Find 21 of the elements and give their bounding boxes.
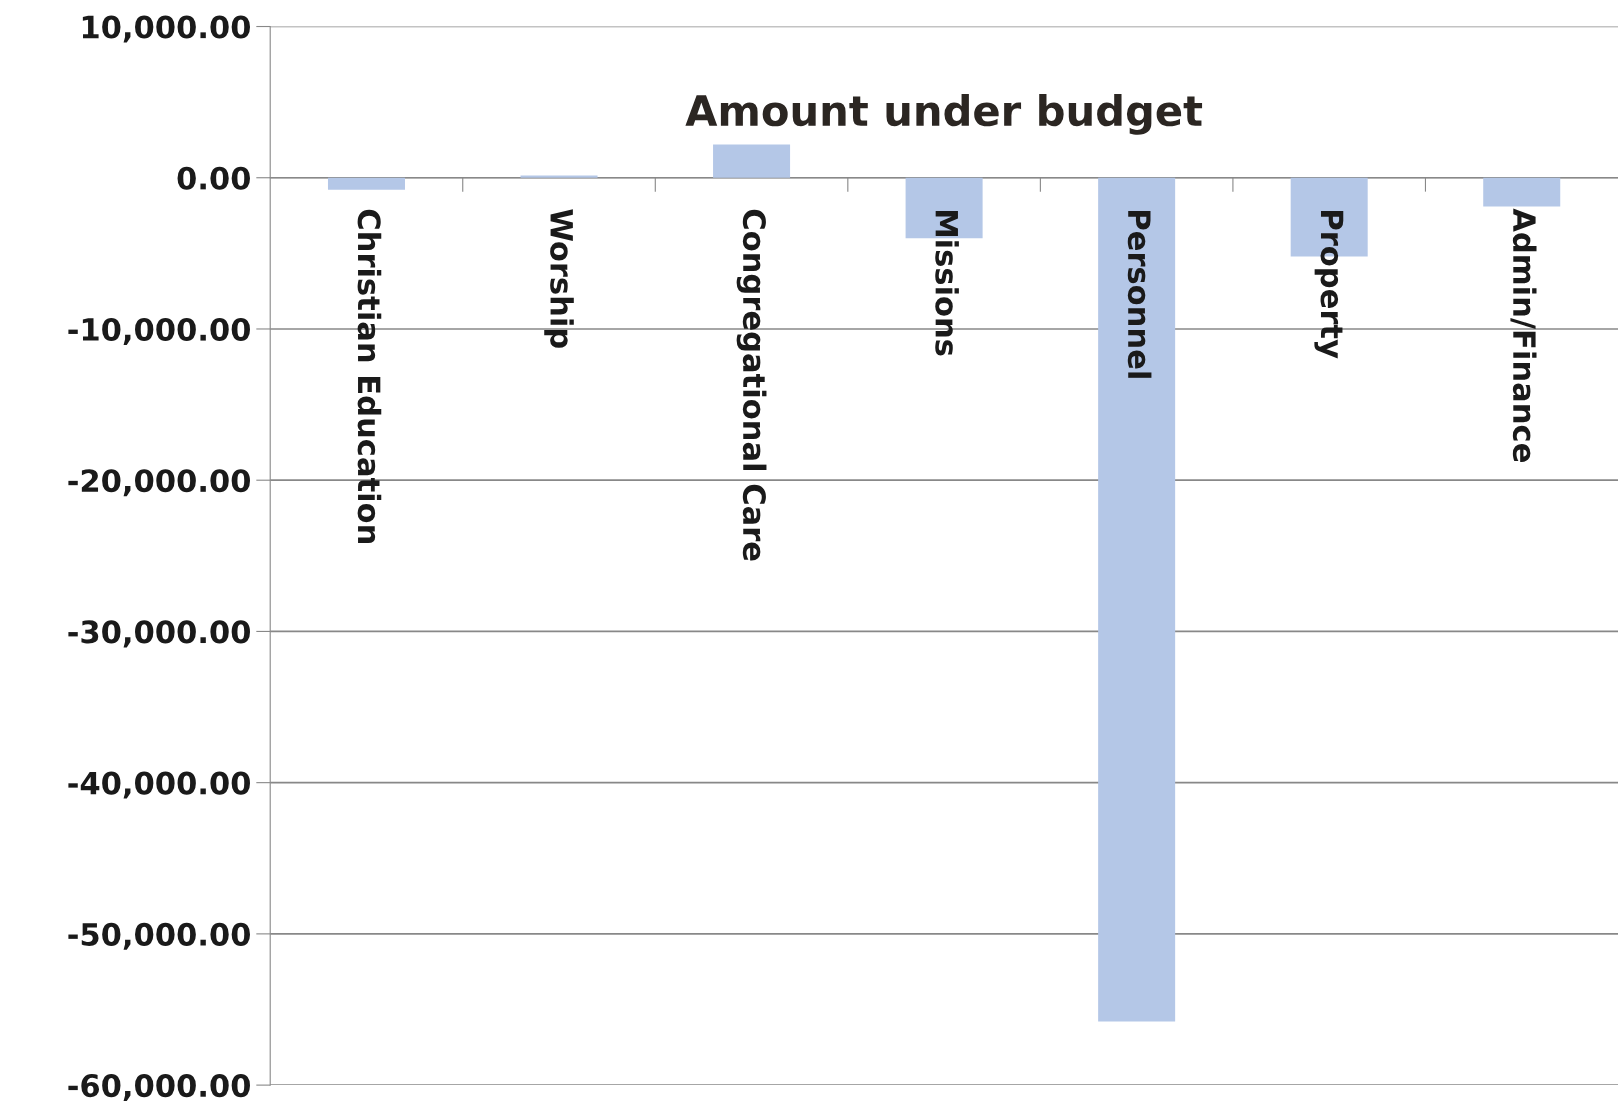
bar (713, 144, 791, 178)
y-tick-label: -30,000.00 (68, 620, 250, 648)
y-tick-label: -60,000.00 (68, 1074, 250, 1102)
x-tick-label: Congregational Care (736, 209, 767, 561)
y-tick-label: 10,000.00 (82, 15, 250, 43)
x-tick-label: Missions (935, 211, 959, 356)
x-tick-label: Personnel (1127, 211, 1152, 378)
y-tick-label: -50,000.00 (68, 922, 250, 950)
x-tick-label: Admin/Finance (1510, 208, 1537, 462)
bar (1098, 177, 1176, 1022)
bar (327, 177, 405, 190)
x-tick-label: Christian Education (357, 209, 382, 543)
text: Amount under budget (685, 94, 1203, 135)
y-tick-label: -40,000.00 (68, 771, 250, 799)
x-tick-label: Property (1314, 211, 1344, 359)
x-tick-label: Worship (544, 209, 574, 348)
y-tick-label: 0.00 (177, 166, 250, 190)
bar (520, 175, 598, 178)
bar (1483, 177, 1561, 207)
y-tick-label: -20,000.00 (68, 469, 250, 497)
y-tick-label: -10,000.00 (68, 317, 250, 345)
